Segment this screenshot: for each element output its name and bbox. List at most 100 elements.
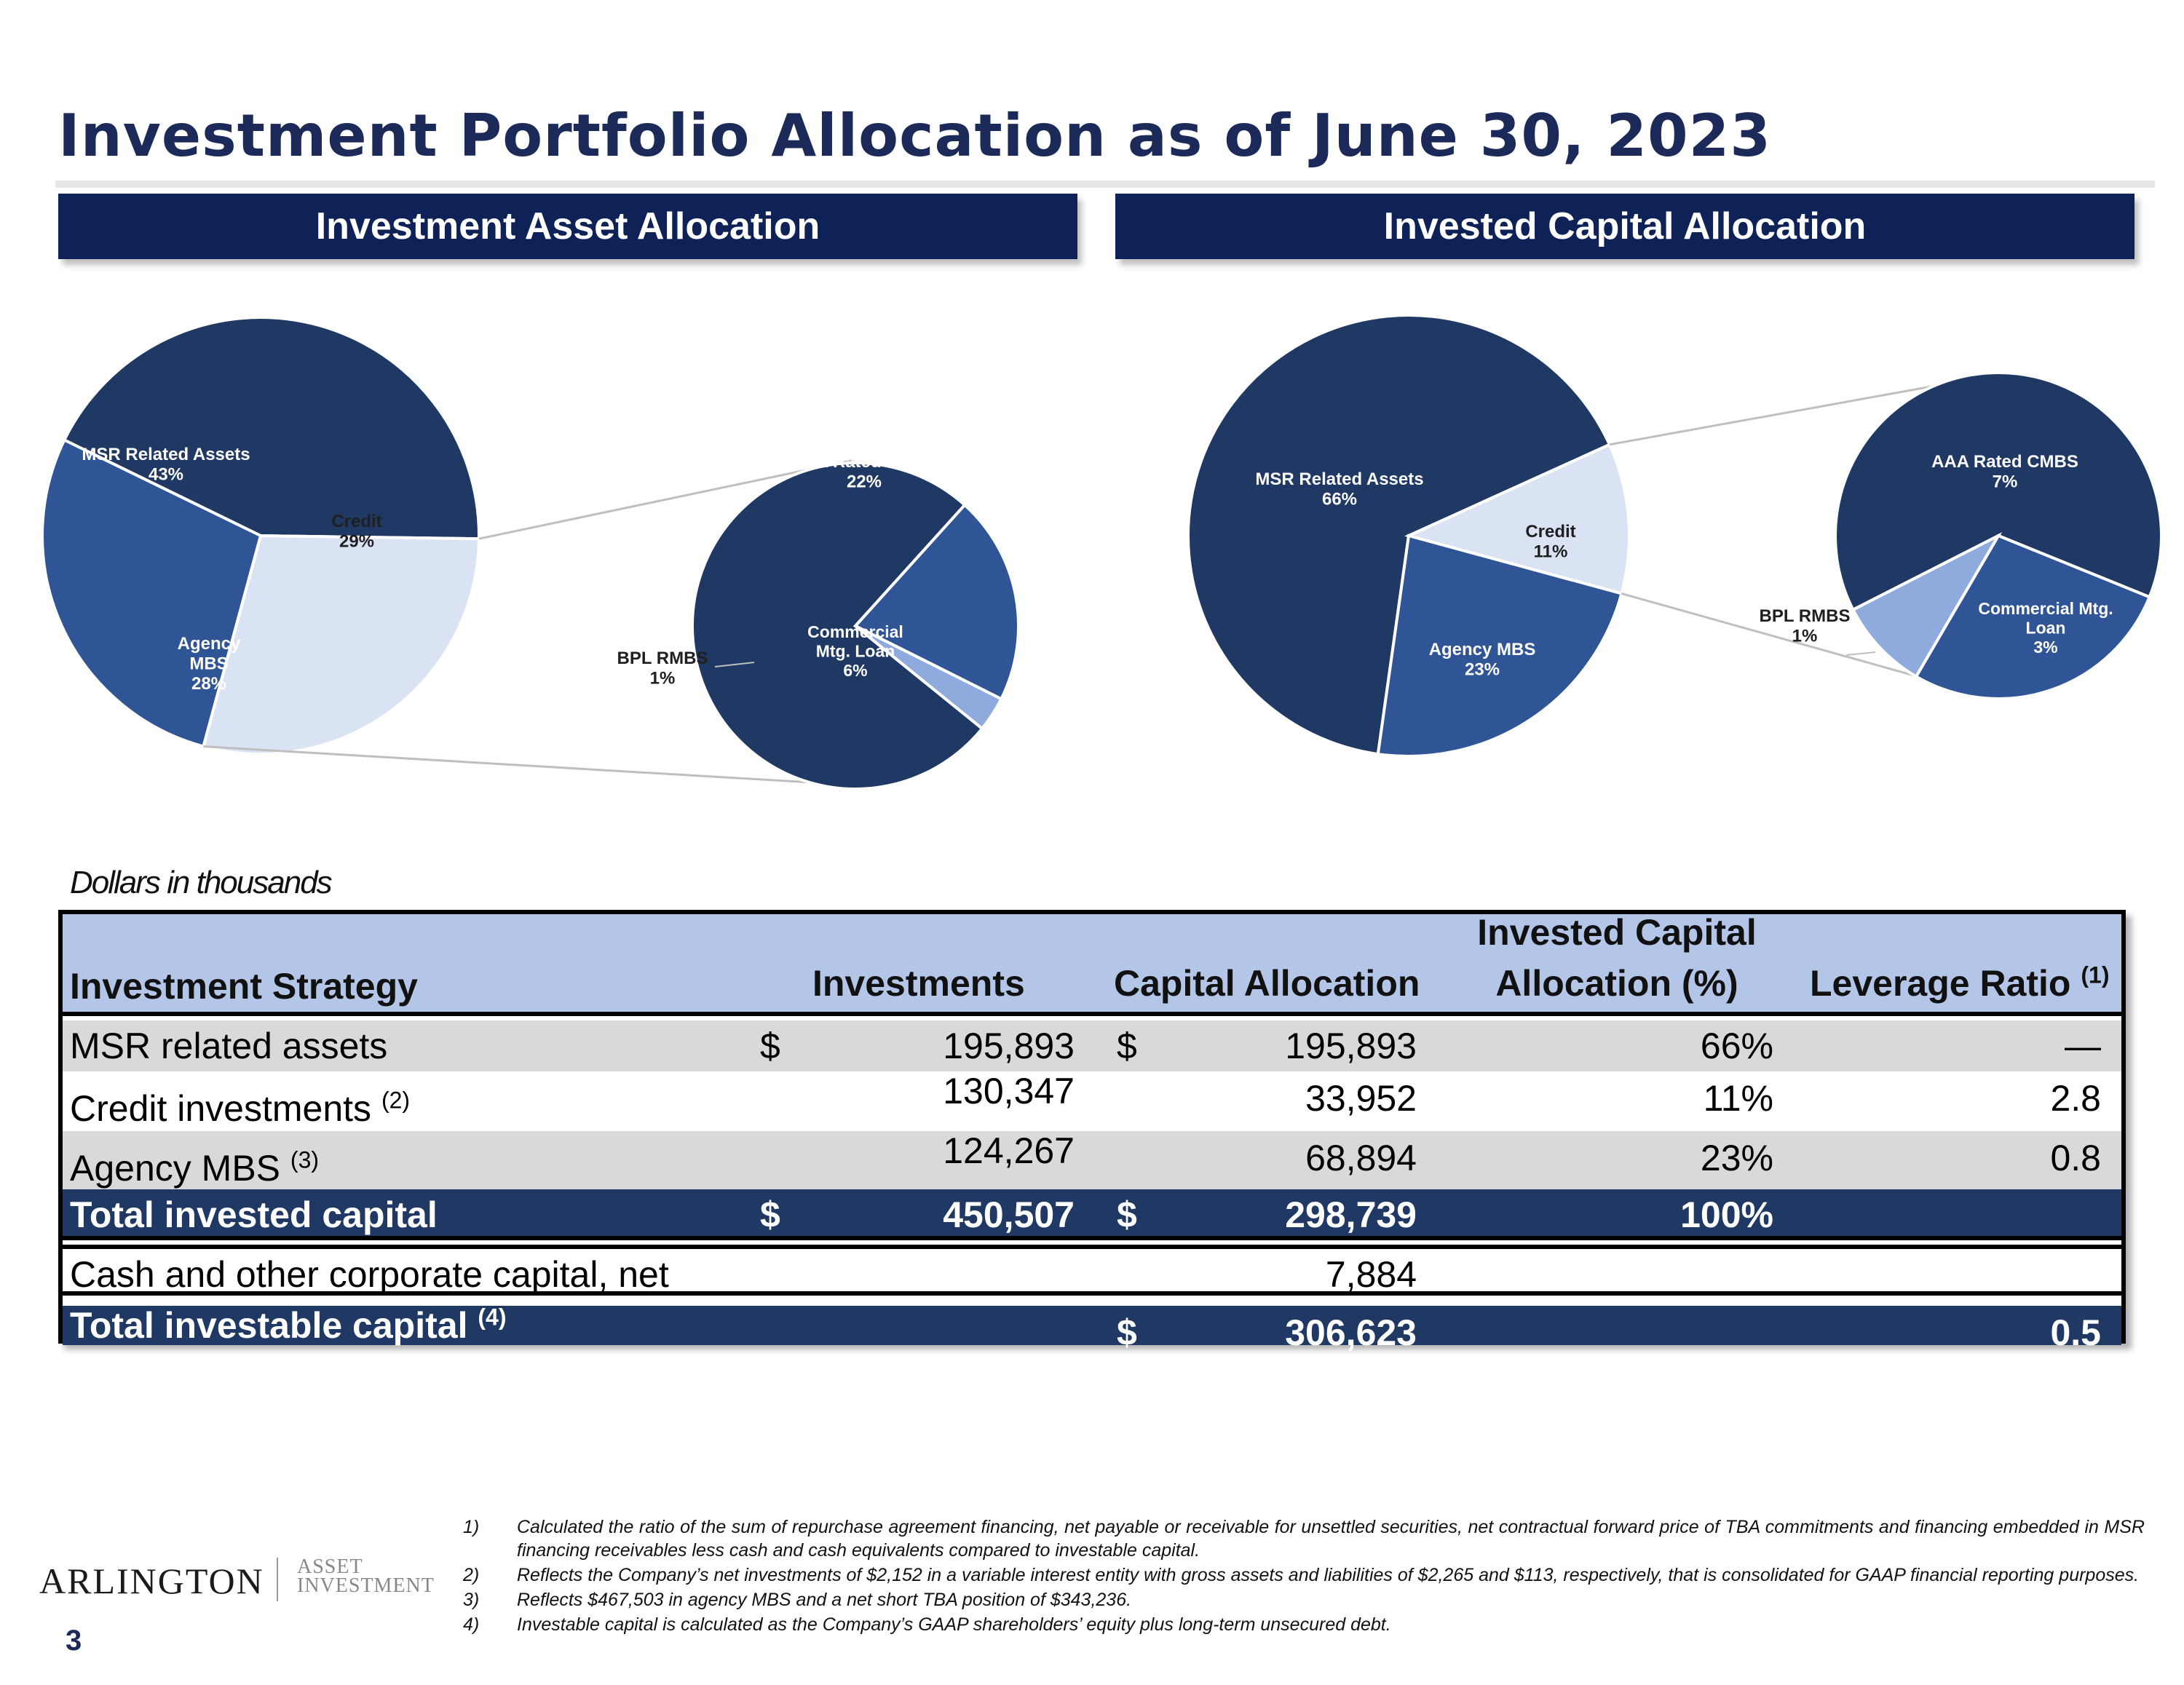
header-capital-allocation: Capital Allocation <box>1114 963 1420 1004</box>
cell-invested-pct: 100% <box>1680 1194 1773 1235</box>
pie1-breakout-slice-aaa-rated-cmbs <box>691 461 984 790</box>
footnote-item: 1) Calculated the ratio of the sum of rep… <box>463 1515 2145 1562</box>
pie-charts: MSR Related Assets 43%Credit 29%Agency MBS 2… <box>41 314 2163 790</box>
pie2-slice-credit <box>1404 443 1631 595</box>
pie1-label-agency: Agency MBS 28% <box>178 634 241 694</box>
units-note: Dollars in thousands <box>70 865 333 900</box>
pie1-label-commercial-loan-line: Mtg. Loan <box>816 641 895 660</box>
footnote-text: Reflects the Company’s net investments o… <box>517 1565 2140 1585</box>
cell-leverage-ratio: — <box>2065 1026 2101 1066</box>
cell-capital-allocation: 195,893 <box>1285 1026 1417 1066</box>
pie2-breakout-slice-commercial-mtg-loan <box>1914 534 2152 700</box>
table-row: Credit investments (2) 130,347 33,952 11% 2.… <box>63 1071 2121 1131</box>
logo-divider <box>277 1558 278 1601</box>
pie1-label-aaa-cmbs: AAA Rated CMBS 22% <box>791 452 938 492</box>
pie2-bpl-leader <box>1845 651 1876 656</box>
pie2-label-commercial-loan: Commercial Mtg. Loan 3% <box>1978 599 2113 657</box>
strategy-footnote: (4) <box>478 1304 507 1331</box>
strategy-footnote: (3) <box>290 1146 320 1173</box>
cell-capital-currency: $ <box>1117 1026 1137 1066</box>
pie1-label-agency-line: MBS <box>189 654 228 674</box>
footnote-item: 4) Investable capital is calculated as th… <box>463 1613 2145 1636</box>
pie1-bpl-leader <box>714 662 755 667</box>
strategy-name: Agency MBS <box>70 1148 281 1189</box>
pie1-slice-agency-mbs <box>41 437 263 748</box>
table-header-row: Investment Strategy Investments Capital … <box>63 912 2121 1016</box>
pie2-connector-bottom <box>1621 592 1925 680</box>
table-row: Agency MBS (3) 124,267 68,894 23% 0.8 <box>63 1130 2121 1189</box>
pie2-label-msr-line: MSR Related Assets <box>1255 469 1423 489</box>
footnote-number: 2) <box>463 1565 480 1585</box>
cell-capital-allocation: 298,739 <box>1285 1194 1417 1235</box>
header-leverage-label: Leverage Ratio <box>1810 963 2071 1004</box>
pie2-label-aaa-cmbs-line: AAA Rated CMBS <box>1931 452 2078 472</box>
pie2-slice-agency-mbs <box>1376 534 1623 758</box>
table-row: Cash and other corporate capital, net 7,8… <box>63 1245 2121 1296</box>
pie1-label-commercial-loan-line: Commercial <box>807 622 903 641</box>
cell-leverage-ratio: 0.8 <box>2050 1138 2101 1178</box>
cell-investments-currency: $ <box>760 1026 780 1066</box>
title-divider <box>55 181 2155 188</box>
logo-sub-line2: INVESTMENT <box>297 1574 435 1597</box>
pie1-label-agency-line: Agency <box>178 634 241 654</box>
cell-invested-pct: 11% <box>1703 1078 1773 1119</box>
pie1-label-aaa-cmbs-line: 22% <box>847 472 882 492</box>
company-logo: ARLINGTON <box>39 1561 264 1601</box>
footnotes: 1) Calculated the ratio of the sum of rep… <box>463 1515 2145 1638</box>
pie2-label-aaa-cmbs-line: 7% <box>1993 472 2018 492</box>
cell-leverage-ratio: 0.5 <box>2050 1312 2101 1353</box>
pie2-label-msr-line: 66% <box>1322 490 1357 510</box>
pie2-label-agency: Agency MBS 23% <box>1429 640 1536 680</box>
cell-investments: 195,893 <box>943 1026 1075 1066</box>
logo-sub-line1: ASSET <box>297 1555 363 1578</box>
pie2-label-credit-line: Credit <box>1525 522 1575 542</box>
cell-capital-currency: $ <box>1117 1312 1137 1353</box>
pie2-label-aaa-cmbs: AAA Rated CMBS 7% <box>1931 452 2078 492</box>
cell-strategy: Agency MBS (3) <box>70 1147 319 1189</box>
section-header-capital-allocation: Invested Capital Allocation <box>1115 194 2134 259</box>
strategy-name: MSR related assets <box>70 1026 388 1066</box>
pie2-label-agency-line: Agency MBS <box>1429 640 1536 659</box>
footnote-item: 3) Reflects $467,503 in agency MBS and a … <box>463 1588 2145 1611</box>
strategy-footnote: (2) <box>381 1087 411 1114</box>
footnote-number: 4) <box>463 1614 480 1635</box>
pie2-label-bpl-rmbs-line: BPL RMBS <box>1760 606 1851 626</box>
pie1-connector-bottom <box>203 745 849 786</box>
page-title: Investment Portfolio Allocation as of Ju… <box>58 102 1771 170</box>
pie1-slice-msr-related-assets <box>62 316 480 541</box>
cell-capital-allocation: 68,894 <box>1305 1138 1417 1178</box>
strategy-name: Cash and other corporate capital, net <box>70 1254 669 1295</box>
pie1-label-credit-line: 29% <box>339 532 374 552</box>
pie2-label-commercial-loan-line: Commercial Mtg. <box>1978 599 2113 618</box>
cell-strategy: Cash and other corporate capital, net <box>70 1253 669 1296</box>
cell-investments: 124,267 <box>943 1130 1075 1171</box>
pie1-label-credit: Credit 29% <box>331 512 381 552</box>
cell-invested-pct: 23% <box>1700 1138 1773 1178</box>
pie1-label-msr-line: 43% <box>149 465 183 485</box>
header-leverage-ratio: Leverage Ratio (1) <box>1810 962 2110 1004</box>
pie2-breakout-slice-bpl-rmbs <box>1851 532 2003 679</box>
cell-capital-allocation: 306,623 <box>1285 1312 1417 1353</box>
pie2-label-commercial-loan-line: Loan <box>2026 618 2066 637</box>
pie1-label-aaa-cmbs-line: AAA Rated CMBS <box>791 452 938 472</box>
pie1-label-agency-line: 28% <box>191 674 226 694</box>
strategy-name: Total investable capital <box>70 1305 468 1346</box>
table-row: Total invested capital $450,507 $298,739 10… <box>63 1189 2121 1240</box>
header-leverage-footnote: (1) <box>2081 962 2110 988</box>
footnote-number: 1) <box>463 1517 480 1537</box>
pie1-label-msr: MSR Related Assets 43% <box>82 445 250 485</box>
pie1-label-commercial-loan-line: 6% <box>843 661 867 680</box>
cell-strategy: MSR related assets <box>70 1025 387 1067</box>
pie1-label-credit-line: Credit <box>331 512 381 531</box>
pie2-label-msr: MSR Related Assets 66% <box>1255 469 1423 510</box>
pie2-connector-top <box>1609 376 1985 446</box>
cell-investments: 450,507 <box>943 1194 1075 1235</box>
pie1-label-msr-line: MSR Related Assets <box>82 445 250 464</box>
company-logo-sub: ASSET INVESTMENT <box>297 1555 435 1597</box>
pie2-label-credit: Credit 11% <box>1525 522 1575 562</box>
pie2-label-credit-line: 11% <box>1534 542 1568 562</box>
cell-investments-currency: $ <box>760 1194 780 1235</box>
footnote-text: Investable capital is calculated as the … <box>517 1614 1391 1635</box>
pie1-breakout-slice-bpl-rmbs <box>854 625 1003 731</box>
cell-capital-currency: $ <box>1117 1194 1137 1235</box>
